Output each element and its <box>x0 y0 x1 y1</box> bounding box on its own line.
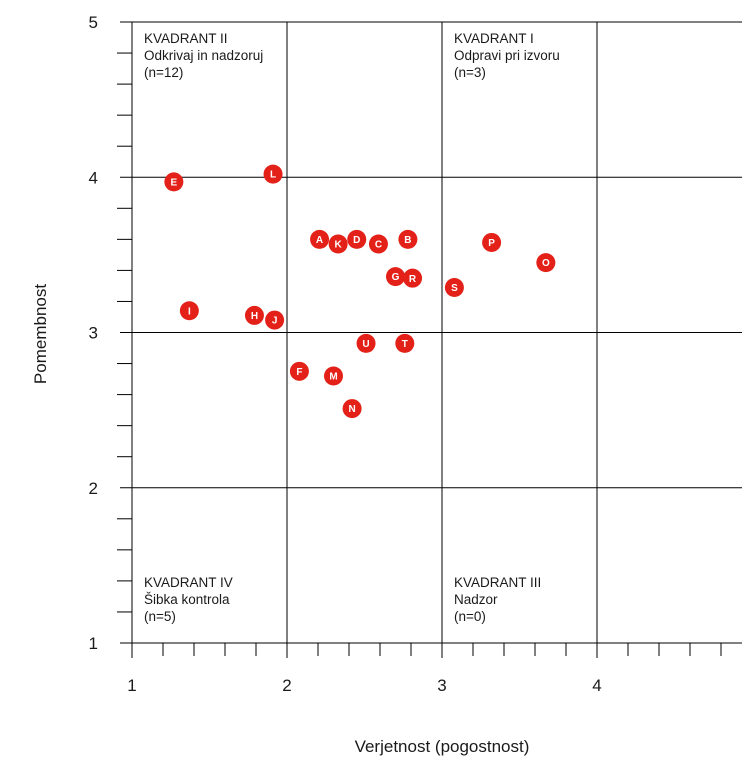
x-tick-label: 2 <box>282 676 291 695</box>
quadrant-count: (n=3) <box>454 65 486 80</box>
x-tick-label: 4 <box>592 676 601 695</box>
point-marker <box>244 305 264 325</box>
point-marker <box>324 366 343 386</box>
quadrant-description: Odpravi pri izvoru <box>454 48 560 63</box>
point-marker <box>356 333 376 353</box>
quadrant-count: (n=0) <box>454 609 486 624</box>
y-tick-label: 4 <box>89 168 98 187</box>
point-marker <box>395 333 415 353</box>
axes-layer: 1 2 3 4 5 1 2 3 4 <box>89 13 742 695</box>
data-point: P <box>482 232 502 252</box>
quadrant-name: KVADRANT I <box>454 31 534 46</box>
point-label: C <box>375 240 382 251</box>
point-label: M <box>329 372 337 383</box>
y-tick-label: 3 <box>89 324 98 343</box>
point-label: L <box>270 170 276 181</box>
quadrant-description: Odkrivaj in nadzoruj <box>144 48 263 63</box>
quadrant-label: KVADRANT III Nadzor (n=0) <box>454 575 541 624</box>
point-label: K <box>335 240 343 251</box>
point-label: B <box>404 235 411 246</box>
point-label: H <box>251 311 258 322</box>
point-marker <box>536 253 556 273</box>
point-marker <box>164 172 184 192</box>
data-points: A B C D E F G H I J K L M N O P R S T U <box>164 164 556 419</box>
data-point: D <box>347 229 367 249</box>
data-point: M <box>324 366 343 386</box>
grid-layer <box>132 21 742 643</box>
data-point: A <box>310 229 330 249</box>
point-marker <box>368 234 388 254</box>
point-marker <box>347 229 367 249</box>
data-point: K <box>328 234 348 254</box>
point-marker <box>386 267 405 287</box>
point-marker <box>482 232 502 252</box>
x-axis-title: Verjetnost (pogostnost) <box>355 737 530 756</box>
point-label: T <box>402 339 408 350</box>
point-label: R <box>409 274 417 285</box>
point-label: G <box>392 272 400 283</box>
quadrant-label: KVADRANT IV Šibka kontrola (n=5) <box>144 575 233 624</box>
point-label: J <box>272 316 278 327</box>
data-point: J <box>265 310 285 330</box>
point-marker <box>444 277 464 297</box>
data-point: N <box>342 399 362 419</box>
point-label: D <box>353 235 360 246</box>
point-label: S <box>451 283 458 294</box>
data-point: F <box>289 361 309 381</box>
point-label: U <box>362 339 369 350</box>
data-point: H <box>244 305 264 325</box>
point-label: P <box>488 238 495 249</box>
point-marker <box>310 229 330 249</box>
data-point: U <box>356 333 376 353</box>
data-point: G <box>386 267 405 287</box>
quadrant-description: Šibka kontrola <box>144 592 230 607</box>
quadrant-name: KVADRANT IV <box>144 575 233 590</box>
y-tick-label: 2 <box>89 479 98 498</box>
point-marker <box>328 234 348 254</box>
data-point: I <box>179 301 199 321</box>
point-marker <box>342 399 362 419</box>
data-point: S <box>444 277 464 297</box>
data-point: B <box>398 229 418 249</box>
y-tick-label: 1 <box>89 634 98 653</box>
data-point: R <box>403 268 423 288</box>
quadrant-count: (n=5) <box>144 609 176 624</box>
x-tick-label: 3 <box>437 676 446 695</box>
point-label: N <box>348 404 355 415</box>
x-tick-label: 1 <box>127 676 136 695</box>
point-label: E <box>171 178 178 189</box>
point-label: I <box>188 306 191 317</box>
y-tick-label: 5 <box>89 13 98 32</box>
point-marker <box>179 301 199 321</box>
quadrant-count: (n=12) <box>144 65 183 80</box>
point-marker <box>263 164 283 184</box>
quadrant-name: KVADRANT III <box>454 575 541 590</box>
quadrant-description: Nadzor <box>454 592 498 607</box>
point-label: O <box>542 258 550 269</box>
point-marker <box>265 310 285 330</box>
point-label: A <box>316 235 323 246</box>
data-point: E <box>164 172 184 192</box>
data-point: C <box>368 234 388 254</box>
data-point: T <box>395 333 415 353</box>
data-point: L <box>263 164 283 184</box>
quadrant-name: KVADRANT II <box>144 31 228 46</box>
data-point: O <box>536 253 556 273</box>
point-marker <box>403 268 423 288</box>
quadrant-label: KVADRANT I Odpravi pri izvoru (n=3) <box>454 31 560 80</box>
quadrant-label: KVADRANT II Odkrivaj in nadzoruj (n=12) <box>144 31 263 80</box>
point-marker <box>398 229 418 249</box>
y-axis-title: Pomembnost <box>31 284 50 384</box>
point-label: F <box>296 367 302 378</box>
point-marker <box>289 361 309 381</box>
